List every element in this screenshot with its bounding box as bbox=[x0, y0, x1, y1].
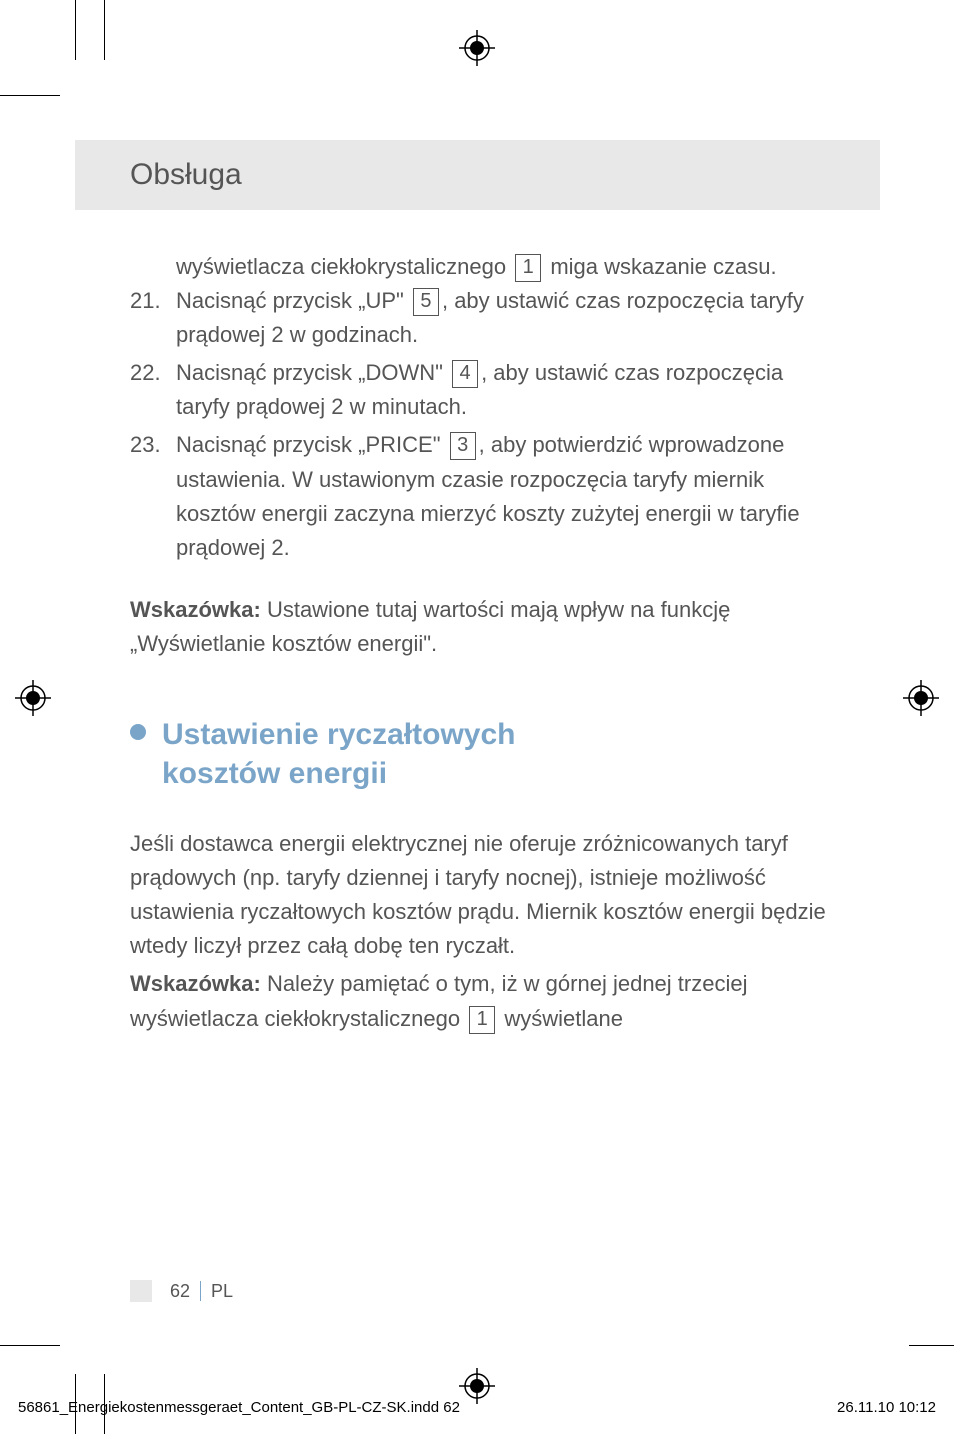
print-filename: 56861_Energiekostenmessgeraet_Content_GB… bbox=[18, 1399, 460, 1416]
registration-mark-icon bbox=[903, 680, 939, 716]
page-content: wyświetlacza ciekłokrystalicznego 1 miga… bbox=[130, 250, 830, 1036]
print-footer: 56861_Energiekostenmessgeraet_Content_GB… bbox=[18, 1399, 936, 1416]
ref-box: 1 bbox=[515, 254, 541, 282]
registration-mark-icon bbox=[15, 680, 51, 716]
page-number: 62 bbox=[170, 1281, 190, 1302]
ref-box: 1 bbox=[469, 1006, 495, 1034]
ref-box: 5 bbox=[413, 288, 439, 316]
body-paragraph: Jeśli dostawca energii elektrycznej nie … bbox=[130, 827, 830, 963]
registration-mark-icon bbox=[459, 30, 495, 66]
footer-marker bbox=[130, 1280, 152, 1302]
ref-box: 3 bbox=[450, 432, 476, 460]
hint-paragraph: Wskazówka: Ustawione tutaj wartości mają… bbox=[130, 593, 830, 661]
continuation-text: wyświetlacza ciekłokrystalicznego 1 miga… bbox=[130, 250, 830, 284]
list-number: 21. bbox=[130, 284, 176, 352]
list-item: 21. Nacisnąć przycisk „UP" 5, aby ustawi… bbox=[130, 284, 830, 352]
bullet-icon bbox=[130, 724, 146, 740]
page-header: Obsługa bbox=[75, 140, 880, 210]
print-timestamp: 26.11.10 10:12 bbox=[837, 1399, 936, 1416]
page-lang: PL bbox=[211, 1281, 233, 1302]
hint-label: Wskazówka: bbox=[130, 597, 267, 622]
hint-paragraph: Wskazówka: Należy pamiętać o tym, iż w g… bbox=[130, 967, 830, 1035]
list-number: 22. bbox=[130, 356, 176, 424]
list-number: 23. bbox=[130, 428, 176, 564]
page-footer: 62 PL bbox=[130, 1280, 233, 1302]
list-item: 22. Nacisnąć przycisk „DOWN" 4, aby usta… bbox=[130, 356, 830, 424]
ref-box: 4 bbox=[452, 360, 478, 388]
hint-label: Wskazówka: bbox=[130, 971, 267, 996]
list-item: 23. Nacisnąć przycisk „PRICE" 3, aby pot… bbox=[130, 428, 830, 564]
section-heading: Ustawienie ryczałtowych kosztów energii bbox=[130, 715, 830, 793]
header-title: Obsługa bbox=[130, 158, 242, 192]
